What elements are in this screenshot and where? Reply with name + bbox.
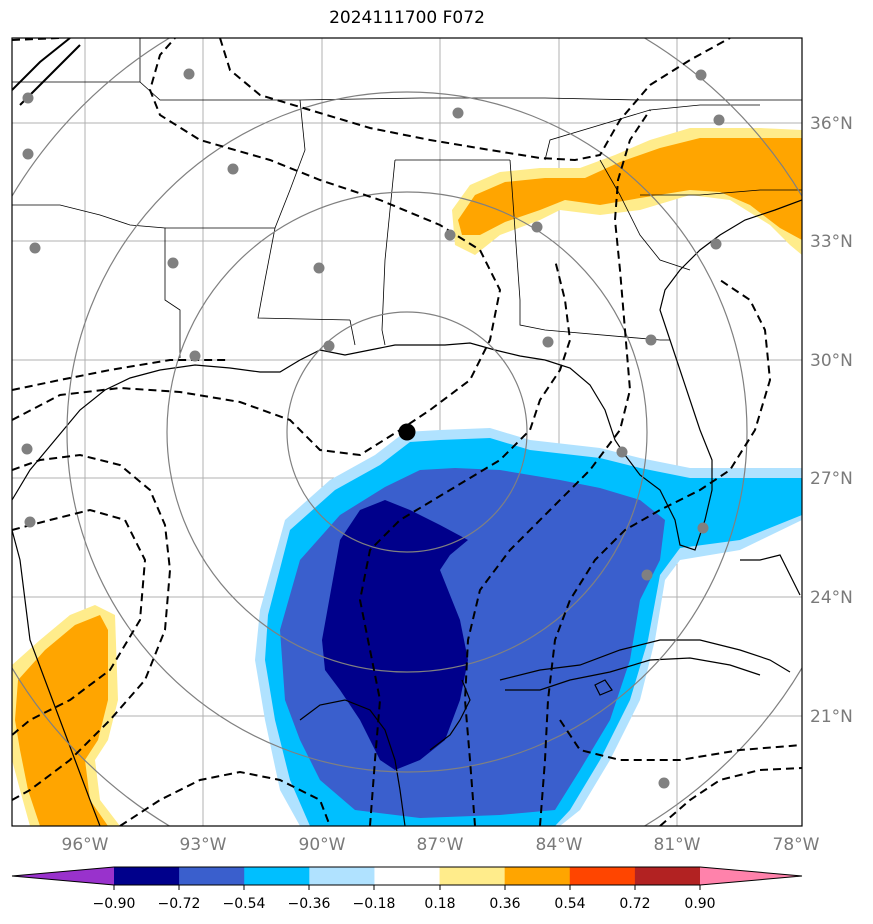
colorbar-segment xyxy=(439,867,506,885)
station-marker xyxy=(22,148,34,160)
colorbar-tick-label: −0.54 xyxy=(223,896,266,912)
lon-label: 93°W xyxy=(180,835,227,855)
latitude-axis: 36°N 33°N 30°N 27°N 24°N 21°N xyxy=(810,114,853,727)
state-boundaries xyxy=(12,38,802,358)
station-marker xyxy=(710,238,722,250)
station-marker xyxy=(531,221,543,233)
colorbar-tick-label: 0.54 xyxy=(554,896,585,912)
lon-label: 84°W xyxy=(536,835,583,855)
station-markers xyxy=(21,68,725,789)
station-marker xyxy=(22,92,34,104)
station-marker xyxy=(183,68,195,80)
colorbar-segment xyxy=(179,867,245,885)
colorbar-tick-label: 0.90 xyxy=(684,896,715,912)
lat-label: 24°N xyxy=(810,588,853,608)
frontal-line xyxy=(12,38,81,106)
colorbar-tick-label: −0.36 xyxy=(288,896,331,912)
station-marker xyxy=(313,262,325,274)
colorbar-extend-min xyxy=(12,867,114,885)
colorbar-segment xyxy=(634,867,701,885)
positive-anomaly-southwest xyxy=(12,605,120,826)
station-marker xyxy=(167,257,179,269)
station-marker xyxy=(695,69,707,81)
colorbar: −0.90 −0.72 −0.54 −0.36 −0.18 0.18 0.36 … xyxy=(11,866,803,912)
colorbar-segments xyxy=(12,867,802,885)
station-marker xyxy=(227,163,239,175)
lon-label: 96°W xyxy=(62,835,109,855)
station-marker xyxy=(452,107,464,119)
colorbar-tick-label: −0.90 xyxy=(93,896,136,912)
colorbar-tick-label: −0.18 xyxy=(353,896,396,912)
lat-label: 27°N xyxy=(810,469,853,489)
positive-anomaly-northeast xyxy=(452,128,802,255)
longitude-axis: 96°W 93°W 90°W 87°W 84°W 81°W 78°W xyxy=(62,835,820,855)
colorbar-segment xyxy=(114,867,180,885)
map-frame xyxy=(11,37,803,827)
lat-label: 33°N xyxy=(810,232,853,252)
station-marker xyxy=(189,350,201,362)
colorbar-segment xyxy=(504,867,571,885)
lat-label: 36°N xyxy=(810,114,853,134)
colorbar-segment xyxy=(569,867,636,885)
map-title: 2024111700 F072 xyxy=(329,8,485,28)
map-content xyxy=(12,38,802,826)
colorbar-tick-label: 0.72 xyxy=(619,896,650,912)
station-marker xyxy=(24,516,36,528)
station-marker xyxy=(697,522,709,534)
range-rings xyxy=(12,38,802,826)
colorbar-extend-max xyxy=(700,867,802,885)
colorbar-tick-label: −0.72 xyxy=(158,896,201,912)
storm-center-marker xyxy=(398,423,416,441)
colorbar-segment xyxy=(309,867,375,885)
station-marker xyxy=(323,340,335,352)
colorbar-tick-label: 0.36 xyxy=(489,896,520,912)
lon-label: 78°W xyxy=(773,835,820,855)
station-marker xyxy=(713,114,725,126)
station-marker xyxy=(641,569,653,581)
negative-anomaly-gulf xyxy=(255,428,802,826)
station-marker xyxy=(29,242,41,254)
lon-label: 87°W xyxy=(417,835,464,855)
station-marker xyxy=(21,443,33,455)
lat-label: 21°N xyxy=(810,707,853,727)
dashed-contours xyxy=(12,38,802,826)
station-marker xyxy=(645,334,657,346)
station-marker xyxy=(658,777,670,789)
lon-label: 90°W xyxy=(299,835,346,855)
lat-label: 30°N xyxy=(810,351,853,371)
colorbar-ticks xyxy=(113,885,701,890)
colorbar-tick-label: 0.18 xyxy=(424,896,455,912)
colorbar-segment xyxy=(374,867,441,885)
station-marker xyxy=(444,229,456,241)
station-marker xyxy=(542,336,554,348)
colorbar-labels: −0.90 −0.72 −0.54 −0.36 −0.18 0.18 0.36 … xyxy=(93,896,716,912)
colorbar-segment xyxy=(244,867,310,885)
station-marker xyxy=(616,446,628,458)
lon-label: 81°W xyxy=(654,835,701,855)
